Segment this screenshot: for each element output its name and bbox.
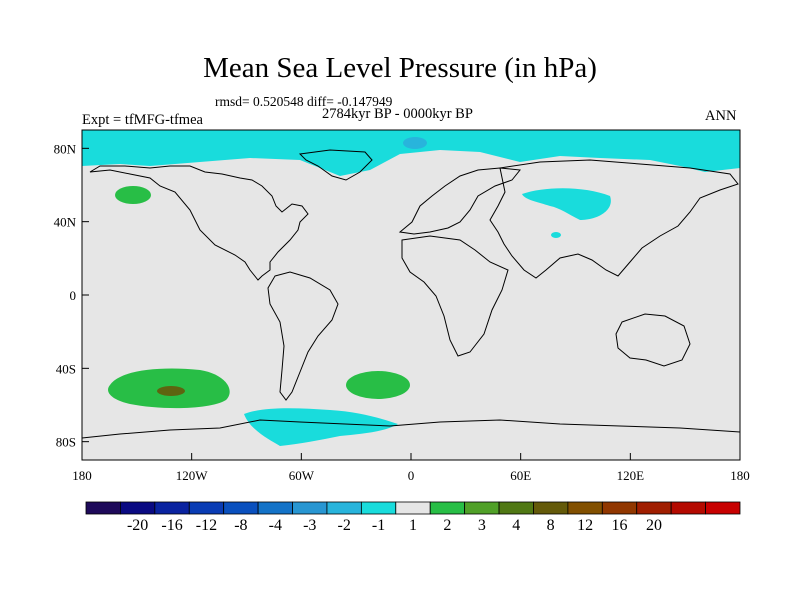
- colorbar-label: 2: [443, 517, 452, 534]
- south-atlantic-high: [346, 371, 410, 399]
- colorbar-box: [154, 501, 190, 515]
- colorbar-label: -16: [161, 517, 183, 534]
- colorbar-box: [257, 501, 293, 515]
- colorbar-label: -2: [337, 517, 351, 534]
- lon-tick-label: 180: [730, 468, 750, 483]
- coast-greenland: [298, 149, 373, 181]
- coast-europe: [398, 167, 521, 235]
- coast-australia: [615, 313, 691, 367]
- colorbar-label: -8: [234, 517, 248, 534]
- latitude-axis: 80N 40N 0 40S 80S: [54, 141, 89, 450]
- lon-tick-label: 120W: [176, 468, 209, 483]
- field-background: [82, 130, 740, 460]
- coast-south-america: [267, 271, 339, 401]
- coast-north-america: [89, 165, 309, 281]
- south-pacific-core: [157, 386, 185, 396]
- colorbar-label: -4: [268, 517, 282, 534]
- colorbar-label: -3: [303, 517, 317, 534]
- colorbar-label: -1: [371, 517, 386, 534]
- colorbar-box: [464, 501, 500, 515]
- colorbar-label: 4: [512, 517, 521, 534]
- lat-tick-label: 40N: [54, 215, 77, 230]
- colorbar-box: [567, 501, 603, 515]
- colorbar-box: [533, 501, 569, 515]
- season-label: ANN: [705, 108, 737, 124]
- plot-title: Mean Sea Level Pressure (in hPa): [203, 52, 597, 84]
- colorbar-box: [395, 501, 431, 515]
- colorbar-box: [188, 501, 225, 515]
- colorbar-label: 8: [546, 517, 555, 534]
- colorbar-box: [429, 501, 466, 515]
- lon-tick-label: 60W: [289, 468, 315, 483]
- colorbar-label: 20: [645, 517, 662, 534]
- lon-tick-label: 120E: [617, 468, 645, 483]
- asia-low-anomaly: [522, 188, 611, 220]
- antarctic-low-anomaly: [244, 408, 398, 446]
- pacific-north-high: [115, 186, 151, 204]
- colorbar-label: -12: [195, 517, 218, 534]
- colorbar-box: [705, 501, 741, 515]
- map-area: [82, 130, 740, 460]
- colorbar-label: 3: [477, 517, 486, 534]
- experiment-label: Expt = tfMFG-tfmea: [82, 112, 203, 128]
- arctic-low-anomaly: [82, 130, 740, 176]
- colorbar-box: [636, 501, 672, 515]
- arctic-deep-low: [403, 137, 427, 149]
- colorbar-box: [326, 501, 362, 515]
- lat-tick-label: 80S: [56, 435, 76, 450]
- colorbar-label: -20: [126, 517, 149, 534]
- colorbar-box: [360, 501, 397, 515]
- colorbar-box: [223, 501, 259, 515]
- colorbar-box: [292, 501, 328, 515]
- colorbar-label: 1: [409, 517, 417, 534]
- lon-tick-label: 0: [408, 468, 415, 483]
- coast-asia: [489, 159, 739, 279]
- lon-tick-label: 60E: [510, 468, 531, 483]
- stats-label: rmsd= 0.520548 diff= -0.147949: [215, 94, 393, 109]
- longitude-axis: 180 120W 60W 0 60E 120E 180: [72, 453, 750, 483]
- coast-antarctica: [82, 419, 740, 439]
- asia-small-low: [551, 232, 561, 238]
- coast-africa: [401, 235, 509, 357]
- colorbar-label: 16: [611, 517, 628, 534]
- colorbar-box: [120, 501, 156, 515]
- colorbar-box: [85, 501, 121, 515]
- lat-tick-label: 0: [70, 288, 77, 303]
- colorbar-box: [601, 501, 638, 515]
- lat-tick-label: 40S: [56, 361, 76, 376]
- coastlines: [82, 149, 740, 439]
- colorbar-label: 12: [577, 517, 594, 534]
- lon-tick-label: 180: [72, 468, 92, 483]
- lat-tick-label: 80N: [54, 141, 77, 156]
- colorbar: [85, 501, 741, 515]
- colorbar-box: [670, 501, 706, 515]
- colorbar-box: [498, 501, 534, 515]
- period-label: 2784kyr BP - 0000kyr BP: [322, 106, 473, 122]
